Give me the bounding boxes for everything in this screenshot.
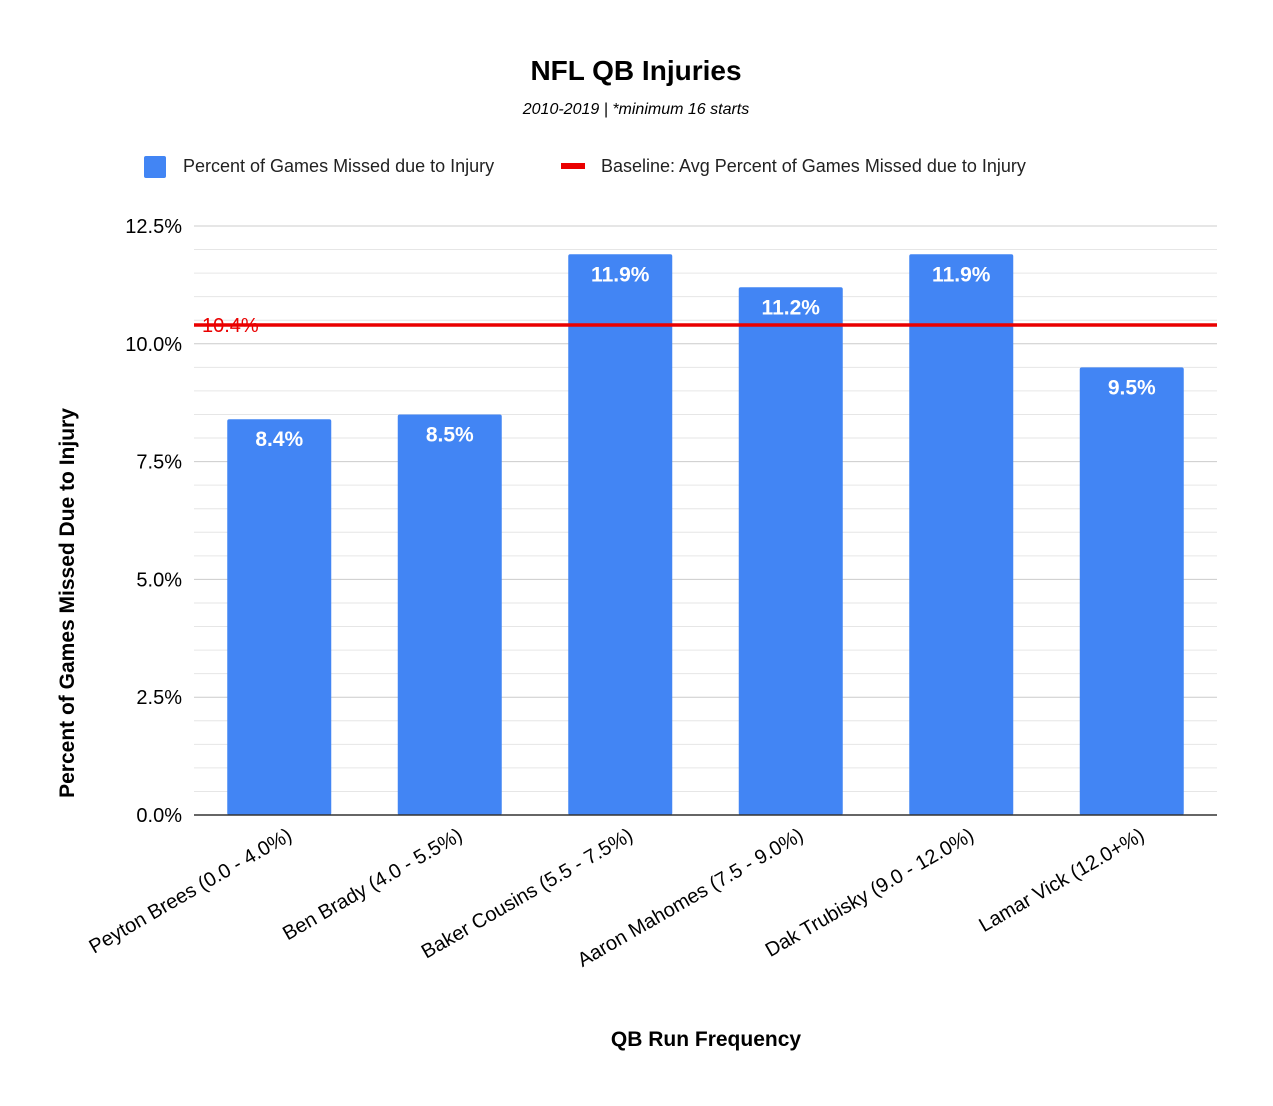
- x-category-label: Ben Brady (4.0 - 5.5%): [279, 824, 466, 945]
- y-tick-label: 12.5%: [125, 216, 182, 238]
- x-category-label: Lamar Vick (12.0+%): [975, 824, 1148, 937]
- legend-baseline-swatch: [561, 163, 585, 169]
- bar-value-label: 8.4%: [255, 428, 303, 451]
- bar: [909, 254, 1014, 816]
- legend-bar-swatch: [144, 156, 166, 178]
- bar: [1079, 367, 1184, 815]
- bar-value-label: 8.5%: [426, 423, 474, 446]
- bar-value-label: 9.5%: [1108, 376, 1156, 399]
- y-tick-label: 2.5%: [136, 687, 182, 709]
- bar: [227, 419, 332, 815]
- y-tick-label: 0.0%: [136, 805, 182, 827]
- gridlines: [194, 225, 1217, 792]
- legend-baseline-label: Baseline: Avg Percent of Games Missed du…: [601, 156, 1026, 176]
- chart-title: NFL QB Injuries: [530, 55, 741, 86]
- bar: [738, 287, 843, 816]
- bar-value-label: 11.2%: [762, 296, 821, 319]
- bar-value-label: 11.9%: [932, 263, 991, 286]
- legend-bar-label: Percent of Games Missed due to Injury: [183, 156, 494, 176]
- x-axis-categories: Peyton Brees (0.0 - 4.0%)Ben Brady (4.0 …: [85, 824, 1148, 971]
- x-category-label: Peyton Brees (0.0 - 4.0%): [85, 824, 295, 958]
- bar: [568, 254, 673, 816]
- x-axis-title: QB Run Frequency: [611, 1028, 802, 1051]
- legend: Percent of Games Missed due to Injury Ba…: [144, 156, 1026, 178]
- chart-subtitle: 2010-2019 | *minimum 16 starts: [522, 101, 749, 118]
- baseline: 10.4%: [194, 315, 1217, 337]
- y-tick-label: 7.5%: [136, 452, 182, 474]
- bars: 8.4% 8.5% 11.9% 11.2% 11.9% 9.5%: [227, 254, 1184, 816]
- bar-value-label: 11.9%: [591, 263, 650, 286]
- y-axis-title: Percent of Games Missed Due to Injury: [56, 408, 79, 798]
- y-axis-ticks: 0.0% 2.5% 5.0% 7.5% 10.0% 12.5%: [125, 216, 182, 827]
- baseline-value-label: 10.4%: [202, 315, 259, 337]
- bar: [397, 414, 502, 815]
- y-tick-label: 10.0%: [125, 334, 182, 356]
- y-tick-label: 5.0%: [136, 569, 182, 591]
